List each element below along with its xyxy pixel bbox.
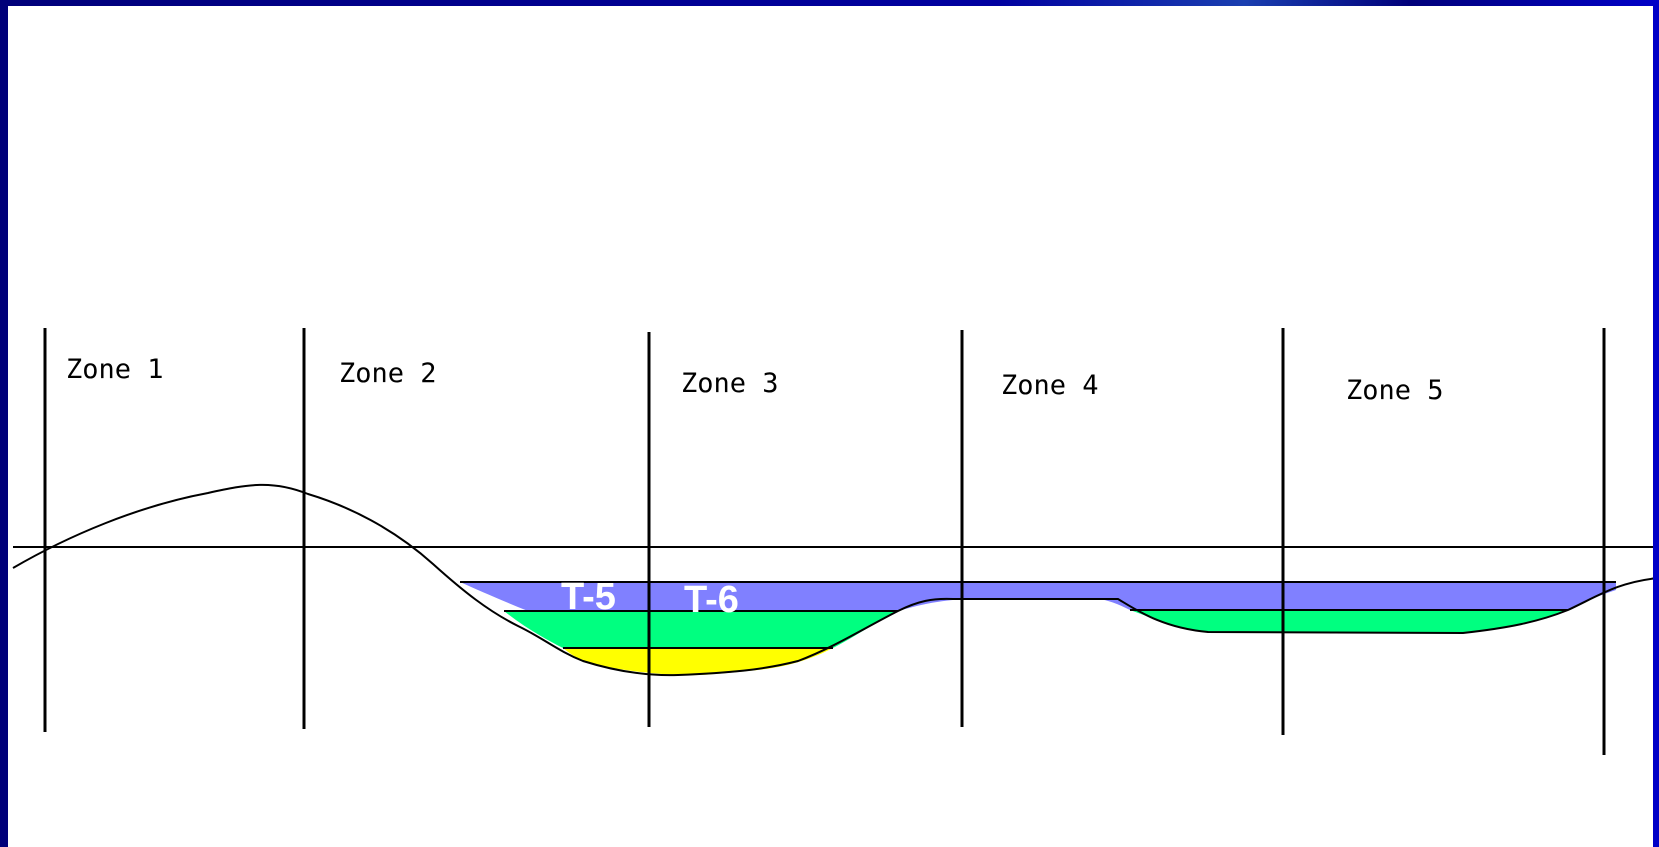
zone-label-5: Zone 5 [1346, 375, 1444, 406]
zone-label-3: Zone 3 [681, 368, 779, 399]
level-label-t5: T-5 [561, 576, 616, 618]
zone-diagram: Zone 1 Zone 2 Zone 3 Zone 4 Zone 5 T-5 T… [12, 328, 1653, 755]
zone-label-1: Zone 1 [66, 354, 164, 385]
terrain-profile [12, 483, 1653, 677]
diagram-canvas: Zone 1 Zone 2 Zone 3 Zone 4 Zone 5 T-5 T… [8, 6, 1653, 847]
water-layer-green-left [504, 611, 898, 648]
level-label-t6: T-6 [684, 579, 739, 621]
water-layer-blue-left [460, 582, 1616, 611]
water-layer-green-right [1130, 610, 1568, 633]
zone-label-4: Zone 4 [1001, 370, 1099, 401]
zone-label-2: Zone 2 [339, 358, 437, 389]
